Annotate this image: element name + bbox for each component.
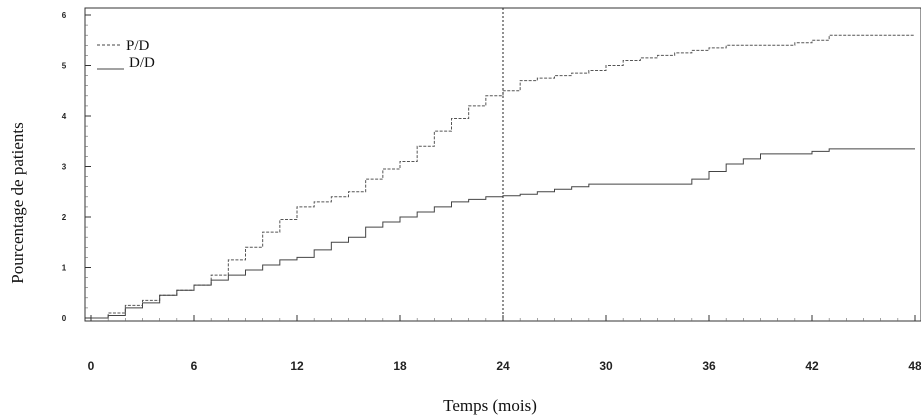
legend-label-pd: P/D	[126, 38, 150, 54]
y-tick-label: 5	[62, 62, 67, 71]
series-line-dd	[91, 148, 915, 319]
x-tick-label: 0	[88, 359, 95, 373]
x-tick-label: 48	[908, 359, 921, 373]
x-tick-label: 18	[393, 359, 407, 373]
legend-label-dd: D/D	[129, 55, 155, 71]
legend: P/D D/D	[97, 38, 155, 71]
series-line-pd	[91, 34, 915, 319]
x-axis-title: Temps (mois)	[443, 396, 537, 415]
y-tick-label: 4	[62, 112, 67, 121]
y-tick-label: 0	[62, 314, 67, 323]
x-tick-label: 12	[290, 359, 304, 373]
series-lines	[91, 34, 915, 319]
x-tick-label: 30	[599, 359, 613, 373]
y-tick-label: 1	[62, 264, 67, 273]
y-tick-label: 6	[62, 11, 67, 20]
x-tick-label: 6	[191, 359, 198, 373]
y-tick-label: 2	[62, 213, 67, 222]
y-tick-label: 3	[62, 163, 67, 172]
x-tick-label: 42	[805, 359, 819, 373]
x-tick-label: 24	[496, 359, 510, 373]
y-axis-title: Pourcentage de patients	[8, 122, 27, 283]
minor-ticks	[85, 14, 916, 321]
x-tick-label: 36	[702, 359, 716, 373]
